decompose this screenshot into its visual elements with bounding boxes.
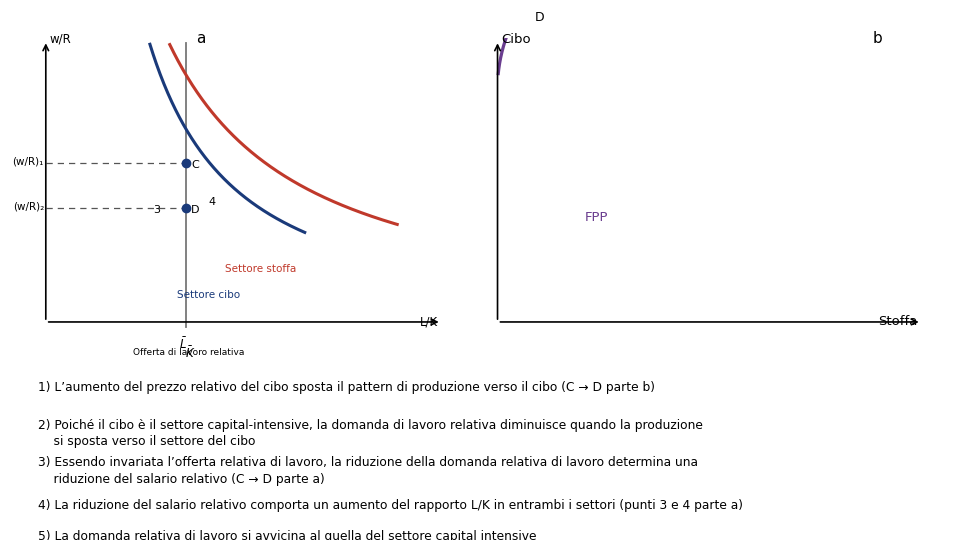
Text: Settore cibo: Settore cibo [177, 290, 240, 300]
Text: $\bar{L}$: $\bar{L}$ [179, 336, 186, 352]
Text: Cibo: Cibo [501, 33, 531, 46]
Text: 2) Poiché il cibo è il settore capital-intensive, la domanda di lavoro relativa : 2) Poiché il cibo è il settore capital-i… [38, 418, 704, 449]
Text: D: D [535, 11, 544, 24]
Text: C: C [191, 160, 199, 170]
Text: 1) L’aumento del prezzo relativo del cibo sposta il pattern di produzione verso : 1) L’aumento del prezzo relativo del cib… [38, 381, 656, 394]
Text: 3: 3 [153, 205, 160, 215]
Text: Offerta di lavoro relativa: Offerta di lavoro relativa [132, 348, 244, 357]
Text: 5) La domanda relativa di lavoro si avvicina al quella del settore capital inten: 5) La domanda relativa di lavoro si avvi… [38, 530, 537, 540]
Text: $\bar{K}$: $\bar{K}$ [185, 346, 195, 361]
Text: Settore stoffa: Settore stoffa [225, 264, 296, 273]
Text: a: a [197, 31, 205, 46]
Text: Stoffa: Stoffa [878, 315, 918, 328]
Text: b: b [873, 31, 882, 46]
Text: (w/R)₂: (w/R)₂ [12, 201, 44, 212]
Text: (w/R)₁: (w/R)₁ [12, 156, 44, 166]
Text: w/R: w/R [50, 33, 71, 46]
Text: 4) La riduzione del salario relativo comporta un aumento del rapporto L/K in ent: 4) La riduzione del salario relativo com… [38, 500, 743, 512]
Text: FPP: FPP [585, 211, 609, 224]
Text: 3) Essendo invariata l’offerta relativa di lavoro, la riduzione della domanda re: 3) Essendo invariata l’offerta relativa … [38, 456, 698, 487]
Text: D: D [191, 205, 200, 215]
Text: 4: 4 [208, 197, 216, 207]
Text: L/K: L/K [420, 315, 438, 328]
